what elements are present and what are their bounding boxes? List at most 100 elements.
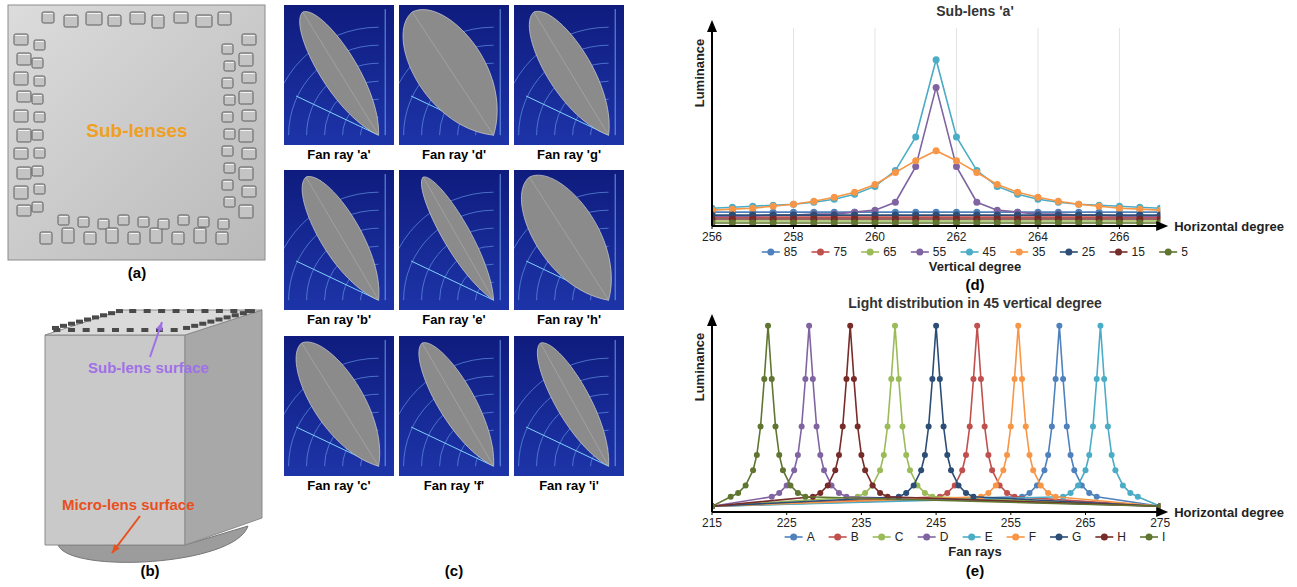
light-lobe: [419, 343, 494, 467]
data-point: [851, 376, 857, 382]
sub-lens-highlight: [36, 41, 44, 42]
sub-lens: [14, 110, 28, 122]
chart-title: Light distribution in 45 vertical degree: [848, 295, 1102, 311]
tick-mark: [712, 512, 713, 515]
data-point: [1004, 490, 1010, 496]
grid-line: [712, 28, 713, 226]
legend-entry: F: [1029, 530, 1036, 544]
sub-lens-highlight: [224, 113, 232, 114]
data-point: [989, 467, 995, 473]
sub-lens-highlight: [110, 16, 120, 17]
sub-lens-highlight: [174, 233, 183, 234]
tick-mark: [786, 512, 787, 515]
sub-lens-highlight: [196, 229, 205, 230]
sub-lens: [14, 186, 28, 199]
sub-lens: [242, 186, 256, 197]
legend-entry: 75: [833, 245, 847, 259]
data-point: [1004, 452, 1010, 458]
sub-lens-highlight: [160, 220, 168, 221]
arrow-line: [150, 322, 162, 357]
data-point: [982, 424, 988, 430]
data-point: [802, 376, 808, 382]
data-point: [1055, 199, 1062, 206]
data-point: [978, 376, 984, 382]
sub-lens-highlight: [36, 185, 44, 186]
sub-lens: [32, 166, 43, 176]
data-point: [903, 490, 909, 496]
sub-lens-highlight: [218, 233, 227, 234]
sub-lens-highlight: [36, 77, 44, 78]
data-point: [1014, 189, 1021, 196]
sub-lens-highlight: [224, 45, 232, 46]
legend-marker: [767, 249, 774, 256]
panel-label: (d): [965, 276, 984, 293]
caption: Fan ray 'd': [422, 147, 486, 162]
data-point: [1030, 467, 1036, 473]
data-point: [922, 490, 928, 496]
legend-marker: [1012, 534, 1019, 541]
sub-lens: [40, 232, 52, 244]
sub-lens: [17, 129, 31, 142]
data-point: [896, 376, 902, 382]
data-point: [1012, 376, 1018, 382]
panel-c: Fan ray 'a'Fan ray 'd'Fan ray 'g'Fan ray…: [271, 5, 624, 579]
legend-entry: B: [851, 530, 859, 544]
lobe-facet: [529, 177, 608, 300]
sub-lens: [17, 205, 31, 216]
tick-label: 225: [777, 516, 797, 530]
sub-lens: [118, 215, 129, 225]
image-background: [514, 5, 624, 145]
light-lobe: [537, 343, 608, 466]
tick-mark: [793, 226, 794, 229]
sub-lens-bump: [201, 309, 208, 313]
sub-lens: [224, 95, 235, 105]
series-line: [712, 151, 1160, 210]
chart: Horizontal degreeSub-lens 'a'25625826026…: [692, 3, 1284, 293]
annotation: Micro-lens surface: [62, 496, 195, 513]
data-point: [974, 323, 980, 329]
tick-mark: [1085, 512, 1086, 515]
sub-lens-highlight: [241, 206, 252, 207]
sub-lens: [32, 202, 43, 212]
data-point: [903, 452, 909, 458]
fan-ray-image: [399, 336, 509, 476]
box-top-face: [45, 310, 262, 335]
legend-marker: [867, 249, 874, 256]
sub-lens-highlight: [241, 92, 252, 93]
data-point: [953, 157, 960, 164]
legend-marker: [1101, 534, 1108, 541]
sub-lens-highlight: [86, 233, 95, 234]
sub-lens: [17, 53, 31, 65]
data-point: [888, 376, 894, 382]
sub-lens-highlight: [241, 54, 252, 55]
sub-lens: [196, 15, 212, 27]
sub-lens: [218, 12, 231, 25]
sub-lens: [172, 232, 184, 244]
data-point: [870, 482, 876, 488]
sub-lens-highlight: [34, 203, 42, 204]
data-point: [956, 482, 962, 488]
sub-lens-highlight: [176, 13, 187, 14]
data-point: [836, 452, 842, 458]
data-point: [765, 323, 771, 329]
data-point: [1015, 323, 1021, 329]
data-point: [918, 467, 924, 473]
data-point: [791, 467, 797, 473]
image-background: [399, 336, 509, 476]
sub-lens-highlight: [19, 206, 30, 207]
data-point: [770, 202, 777, 209]
sub-lens: [64, 15, 78, 27]
data-point: [1053, 494, 1059, 500]
sub-lens-bump: [248, 309, 255, 313]
data-point: [1075, 201, 1082, 208]
series-line: [712, 326, 1160, 507]
data-point: [780, 467, 786, 473]
legend-marker: [817, 249, 824, 256]
data-point: [1090, 424, 1096, 430]
y-axis-arrow: [707, 314, 717, 326]
sub-lens-highlight: [16, 35, 27, 36]
tick-label: 264: [1028, 230, 1048, 244]
sub-lens-highlight: [19, 54, 30, 55]
sub-lens-highlight: [16, 73, 27, 74]
sub-lens: [178, 215, 189, 225]
